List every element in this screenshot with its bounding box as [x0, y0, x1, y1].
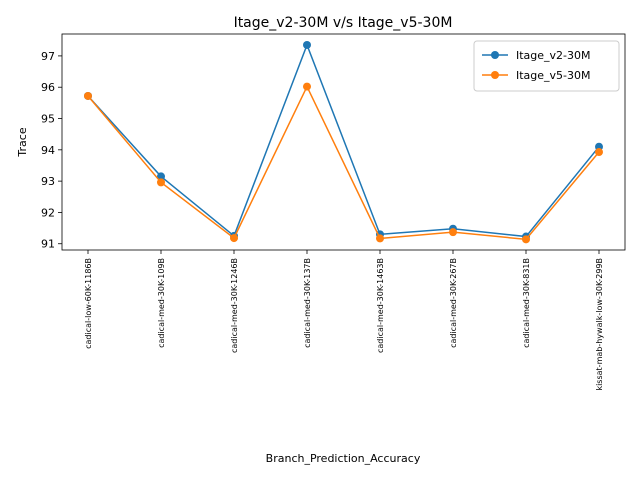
- data-point: [449, 228, 457, 237]
- x-axis: cadical-low-60K-1186B cadical-med-30K-109…: [84, 250, 604, 391]
- series-line: [87, 42, 600, 238]
- data-point: [84, 91, 92, 100]
- data-point: [230, 234, 238, 243]
- x-tick-label: cadical-low-60K-1186B: [84, 258, 93, 349]
- legend-marker: [491, 51, 499, 59]
- y-tick-label: 95: [41, 113, 55, 126]
- x-tick-label: cadical-med-30K-1246B: [230, 258, 239, 353]
- x-tick-label: cadical-med-30K-267B: [449, 258, 458, 348]
- legend: Itage_v2-30M Itage_v5-30M: [473, 40, 620, 92]
- data-point: [157, 178, 165, 187]
- legend-marker: [491, 71, 499, 79]
- x-axis-label: Branch_Prediction_Accuracy: [266, 452, 421, 465]
- chart-title: Itage_v2-30M v/s Itage_v5-30M: [234, 15, 453, 31]
- data-point: [303, 40, 311, 49]
- data-point: [157, 172, 165, 181]
- y-tick-label: 93: [41, 175, 55, 188]
- x-tick-label: cadical-med-30K-1463B: [376, 258, 385, 353]
- legend-label: Itage_v5-30M: [516, 69, 591, 82]
- x-tick-label: cadical-med-30K-831B: [522, 258, 531, 348]
- legend-box: [473, 40, 620, 92]
- y-axis: 91 92 93 94 95 96 97: [41, 50, 62, 251]
- y-tick-label: 94: [41, 144, 55, 157]
- data-point: [376, 234, 384, 243]
- series-line: [87, 84, 600, 241]
- data-point: [595, 148, 603, 157]
- y-tick-label: 92: [41, 206, 55, 219]
- y-axis-label: Trace: [16, 127, 29, 157]
- y-tick-label: 97: [41, 50, 55, 63]
- y-tick-label: 96: [41, 81, 55, 94]
- y-tick-label: 91: [41, 238, 55, 251]
- x-tick-label: cadical-med-30K-137B: [303, 258, 312, 348]
- x-tick-label: kissat-mab-hywalk-low-30K-299B: [595, 258, 604, 391]
- x-tick-label: cadical-med-30K-109B: [157, 258, 166, 348]
- legend-label: Itage_v2-30M: [516, 49, 591, 62]
- series-layer: [84, 40, 603, 244]
- data-point: [303, 82, 311, 91]
- data-point: [522, 235, 530, 244]
